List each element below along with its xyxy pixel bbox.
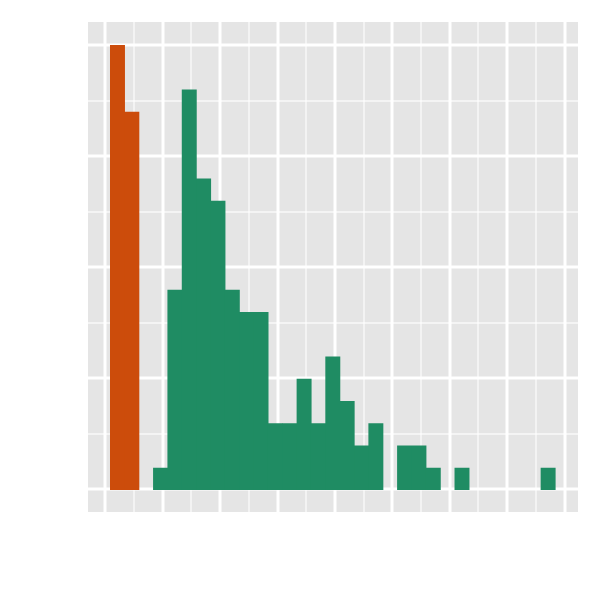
histogram-bar-series-2	[210, 200, 226, 490]
histogram-bar-series-2	[310, 423, 326, 490]
histogram-bar-series-2	[196, 178, 212, 490]
histogram-bar-series-2	[397, 445, 413, 490]
histogram-bar-series-2	[425, 467, 441, 490]
histogram-bar-series-2	[253, 312, 269, 490]
histogram-bars	[110, 45, 556, 490]
histogram-bar-series-2	[339, 401, 355, 490]
histogram-bar-series-2	[267, 423, 283, 490]
histogram-bar-series-2	[282, 423, 298, 490]
histogram-bar-series-1	[124, 111, 140, 490]
histogram-bar-series-2	[411, 445, 427, 490]
histogram-bar-series-2	[153, 467, 169, 490]
histogram-bar-series-2	[296, 378, 312, 490]
histogram-bar-series-2	[454, 467, 470, 490]
histogram-bar-series-2	[181, 89, 197, 490]
histogram-bar-series-2	[354, 445, 369, 490]
histogram-bar-series-2	[368, 423, 384, 490]
histogram-bar-series-2	[224, 289, 240, 490]
histogram-bar-series-2	[540, 467, 556, 490]
histogram-bar-series-2	[167, 289, 183, 490]
histogram-bar-series-2	[239, 312, 255, 490]
histogram-bar-series-2	[325, 356, 341, 490]
histogram-bar-series-1	[110, 45, 125, 490]
